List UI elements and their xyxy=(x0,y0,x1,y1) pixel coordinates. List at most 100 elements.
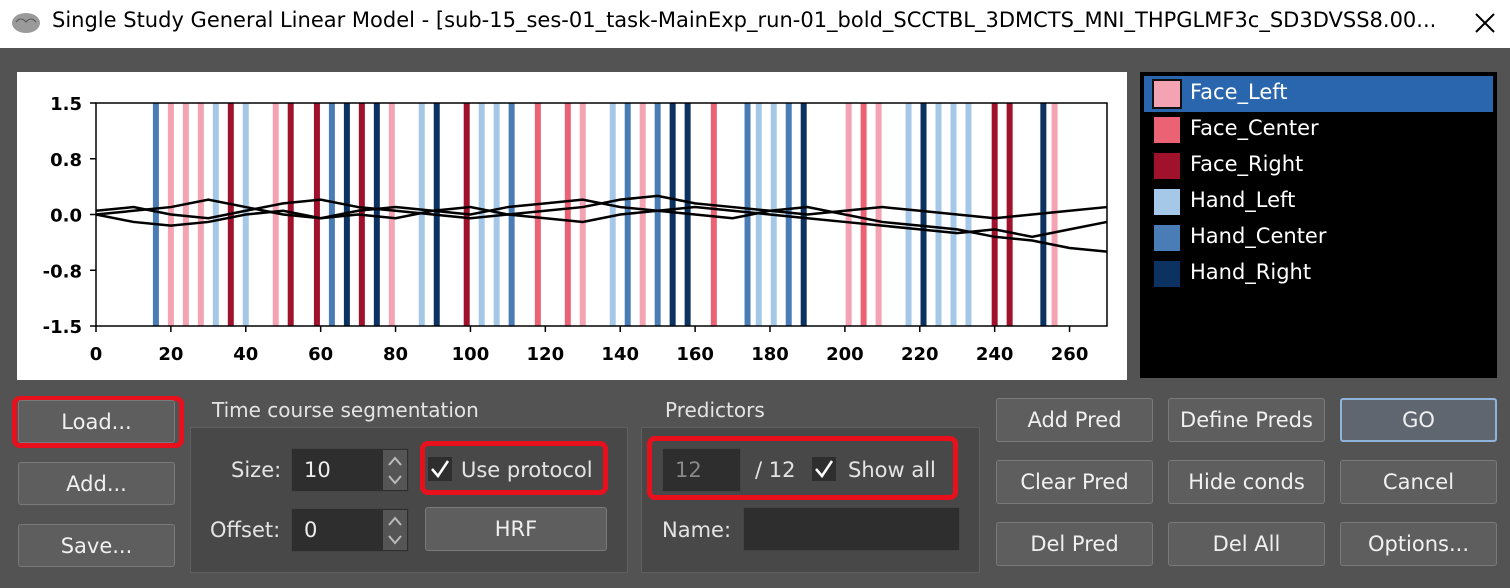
chart: -1.5 -0.8 0.0 0.8 1.5 0 20 40 60 80 100 120 140 160 18… xyxy=(17,72,1127,380)
action-button[interactable]: Options... xyxy=(1340,522,1497,566)
condition-bar xyxy=(212,103,219,326)
button-label: GO xyxy=(1402,408,1435,432)
legend-swatch xyxy=(1152,79,1182,109)
file-button[interactable]: Load... xyxy=(18,400,175,443)
x-tick-label: 60 xyxy=(308,344,333,365)
x-tick-label: 100 xyxy=(452,344,490,365)
legend-label: Hand_Center xyxy=(1190,224,1327,248)
legend-swatch xyxy=(1154,189,1180,215)
predictor-spinbox[interactable]: 12 xyxy=(662,448,741,492)
action-button[interactable]: Clear Pred xyxy=(996,460,1153,504)
name-field[interactable] xyxy=(743,507,960,551)
y-tick-label: 0.0 xyxy=(50,206,82,227)
x-tick-label: 200 xyxy=(826,344,864,365)
action-button[interactable]: Hide conds xyxy=(1168,460,1325,504)
size-value: 10 xyxy=(304,458,331,482)
condition-bar xyxy=(875,103,882,326)
title-bar: Single Study General Linear Model - [sub… xyxy=(0,0,1510,48)
button-label: HRF xyxy=(494,517,538,541)
predictor-total: / 12 xyxy=(755,458,796,482)
legend-label: Face_Center xyxy=(1190,116,1319,140)
condition-bar xyxy=(1006,103,1013,326)
condition-bar xyxy=(197,103,204,326)
action-button[interactable]: Define Preds xyxy=(1168,398,1325,442)
condition-bar xyxy=(710,103,717,326)
action-button[interactable]: Add Pred xyxy=(996,398,1153,442)
condition-bar xyxy=(920,103,927,326)
highlight xyxy=(12,396,184,448)
condition-bar xyxy=(152,103,159,326)
use-protocol-label: Use protocol xyxy=(461,458,593,482)
button-label: Add... xyxy=(66,471,127,496)
button-label: Options... xyxy=(1367,532,1470,556)
legend-item[interactable]: Hand_Center xyxy=(1144,220,1493,256)
condition-bar xyxy=(388,103,395,326)
legend-label: Hand_Left xyxy=(1190,188,1296,212)
condition-bar xyxy=(991,103,998,326)
y-tick-label: -1.5 xyxy=(43,317,82,338)
condition-bar xyxy=(373,103,380,326)
legend-swatch xyxy=(1154,153,1180,179)
file-button[interactable]: Save... xyxy=(18,524,175,567)
offset-label: Offset: xyxy=(210,518,281,542)
y-tick-label: -0.8 xyxy=(43,261,82,282)
x-tick-label: 80 xyxy=(383,344,408,365)
file-button[interactable]: Add... xyxy=(18,462,175,505)
condition-bar xyxy=(639,103,646,326)
x-tick-label: 20 xyxy=(158,344,183,365)
condition-bar xyxy=(905,103,912,326)
legend-item[interactable]: Face_Right xyxy=(1144,148,1493,184)
legend-swatch xyxy=(1154,261,1180,287)
condition-bar xyxy=(313,103,320,326)
button-label: Del All xyxy=(1212,532,1281,556)
action-button[interactable]: Del All xyxy=(1168,522,1325,566)
button-label: Del Pred xyxy=(1030,532,1119,556)
action-button[interactable]: GO xyxy=(1340,398,1497,442)
offset-value: 0 xyxy=(304,518,318,542)
x-tick-label: 160 xyxy=(676,344,714,365)
condition-bar xyxy=(328,103,335,326)
x-tick-label: 180 xyxy=(751,344,789,365)
action-button[interactable]: Cancel xyxy=(1340,460,1497,504)
x-tick-label: 40 xyxy=(233,344,258,365)
checkbox[interactable] xyxy=(428,457,452,481)
time-course xyxy=(95,205,1108,239)
show-all-label: Show all xyxy=(848,458,936,482)
condition-bar xyxy=(1051,103,1058,326)
legend-item[interactable]: Face_Center xyxy=(1144,112,1493,148)
legend: Face_Left Face_Center Face_Right Hand_Left H… xyxy=(1140,72,1497,378)
x-tick-label: 140 xyxy=(601,344,639,365)
button-label: Save... xyxy=(60,533,133,558)
condition-bar xyxy=(272,103,279,326)
x-tick-label: 260 xyxy=(1051,344,1089,365)
group-title: Time course segmentation xyxy=(212,398,479,422)
highlight xyxy=(647,436,958,500)
condition-bar xyxy=(478,103,485,326)
legend-swatch xyxy=(1154,117,1180,143)
current-predictor: 12 xyxy=(675,458,702,482)
button-label: Hide conds xyxy=(1188,470,1305,494)
condition-bar xyxy=(654,103,661,326)
legend-item[interactable]: Face_Left xyxy=(1144,76,1493,112)
x-tick-label: 120 xyxy=(527,344,565,365)
highlight xyxy=(420,441,608,495)
x-tick-label: 0 xyxy=(90,344,103,365)
x-tick-label: 240 xyxy=(976,344,1014,365)
legend-item[interactable]: Hand_Left xyxy=(1144,184,1493,220)
name-label: Name: xyxy=(662,518,732,542)
checkbox[interactable] xyxy=(812,457,836,481)
hrf-button[interactable]: HRF xyxy=(425,507,607,551)
condition-bar xyxy=(609,103,616,326)
button-label: Define Preds xyxy=(1180,408,1313,432)
condition-bar xyxy=(860,103,867,326)
button-label: Add Pred xyxy=(1027,408,1122,432)
legend-item[interactable]: Hand_Right xyxy=(1144,256,1493,292)
group-title: Predictors xyxy=(665,398,765,422)
window-title: Single Study General Linear Model - [sub… xyxy=(52,8,1437,32)
close-button[interactable] xyxy=(1474,12,1496,34)
legend-swatch xyxy=(1154,225,1180,251)
action-button[interactable]: Del Pred xyxy=(996,522,1153,566)
size-label: Size: xyxy=(231,458,282,482)
legend-label: Face_Left xyxy=(1190,80,1288,104)
